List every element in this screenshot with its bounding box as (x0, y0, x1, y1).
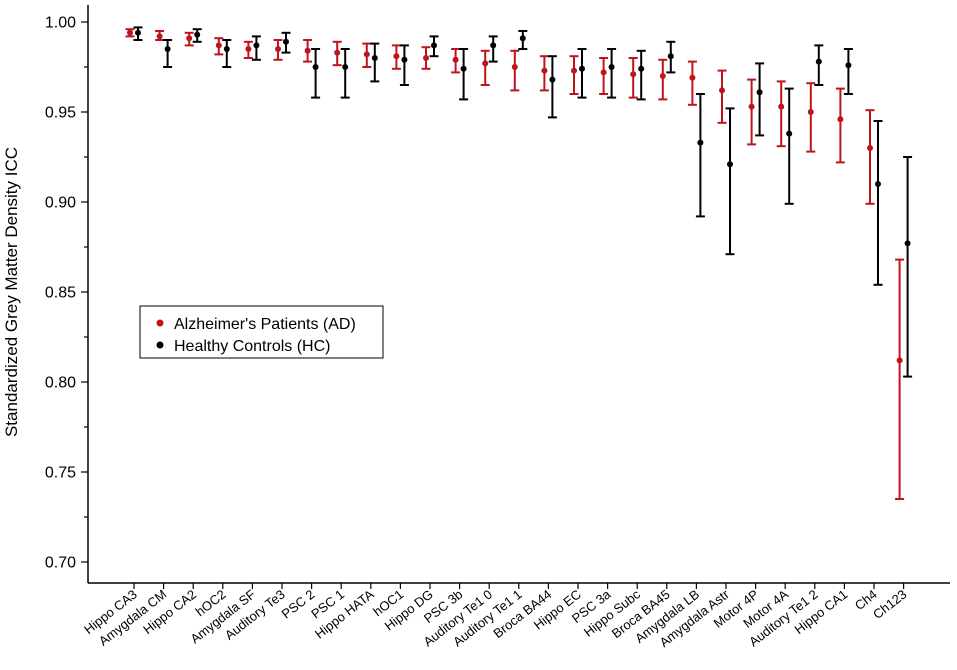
data-point (135, 29, 141, 36)
data-point (748, 103, 755, 110)
data-point (727, 161, 733, 168)
legend-ad-marker (156, 319, 164, 327)
y-tick-label: 0.70 (45, 555, 76, 572)
y-tick-label: 0.75 (45, 465, 76, 482)
data-point (482, 60, 489, 67)
data-point (697, 139, 704, 146)
data-point (867, 145, 873, 151)
x-ticks (133, 583, 905, 589)
data-point (571, 67, 577, 74)
legend-hc-label: Healthy Controls (HC) (174, 338, 330, 355)
data-point (490, 42, 497, 49)
data-point (460, 65, 467, 72)
data-point (393, 53, 400, 60)
data-point (630, 71, 637, 78)
data-point (519, 35, 526, 42)
data-point (807, 109, 814, 115)
data-point (541, 67, 548, 74)
y-ticks (81, 21, 88, 563)
data-point (845, 62, 852, 69)
data-point (371, 55, 378, 61)
data-point (815, 58, 822, 65)
data-point (452, 56, 459, 63)
series-ad (125, 28, 905, 500)
y-tick-label: 0.90 (45, 195, 76, 212)
category-label: Ch123 (870, 587, 909, 622)
data-point (896, 357, 903, 364)
data-point (275, 46, 281, 52)
data-point (186, 35, 193, 42)
data-point (156, 33, 163, 40)
data-point (283, 38, 289, 45)
data-point (756, 89, 763, 96)
legend: Alzheimer's Patients (AD) Healthy Contro… (139, 305, 384, 359)
series-hc (133, 26, 913, 378)
y-tick-labels: 0.70 0.75 0.80 0.85 0.90 0.95 1.00 (45, 15, 76, 572)
data-point (904, 240, 911, 247)
y-tick-label: 0.85 (45, 285, 76, 302)
data-point (245, 46, 252, 52)
legend-hc-marker (156, 341, 164, 349)
data-point (511, 64, 518, 70)
data-point (837, 116, 844, 123)
data-point (431, 42, 437, 49)
data-point (312, 64, 319, 70)
data-point (215, 42, 222, 49)
data-point (667, 53, 674, 60)
y-axis-title: Standardized Grey Matter Density ICC (2, 147, 21, 437)
legend-box (139, 305, 384, 359)
data-point (659, 73, 666, 79)
y-tick-label: 0.80 (45, 375, 76, 392)
data-point (253, 42, 260, 49)
data-point (304, 47, 311, 54)
data-point (875, 181, 881, 187)
data-point (363, 51, 370, 58)
data-point (608, 64, 615, 70)
data-point (223, 46, 230, 52)
data-point (786, 130, 793, 137)
data-point (600, 69, 607, 76)
data-point (689, 74, 696, 81)
y-tick-label: 1.00 (45, 15, 76, 32)
data-point (342, 64, 349, 70)
data-point (423, 55, 429, 61)
y-tick-label: 0.95 (45, 105, 76, 122)
data-point (549, 76, 556, 83)
data-point (638, 65, 645, 72)
data-point (194, 31, 201, 38)
data-point (778, 103, 785, 110)
data-point (579, 65, 585, 72)
category-label: PSC 2 (279, 587, 318, 622)
data-point (164, 46, 171, 52)
legend-ad-label: Alzheimer's Patients (AD) (174, 316, 356, 333)
data-point (334, 49, 341, 56)
data-point (401, 56, 408, 63)
data-point (719, 87, 725, 94)
data-point (127, 29, 133, 36)
